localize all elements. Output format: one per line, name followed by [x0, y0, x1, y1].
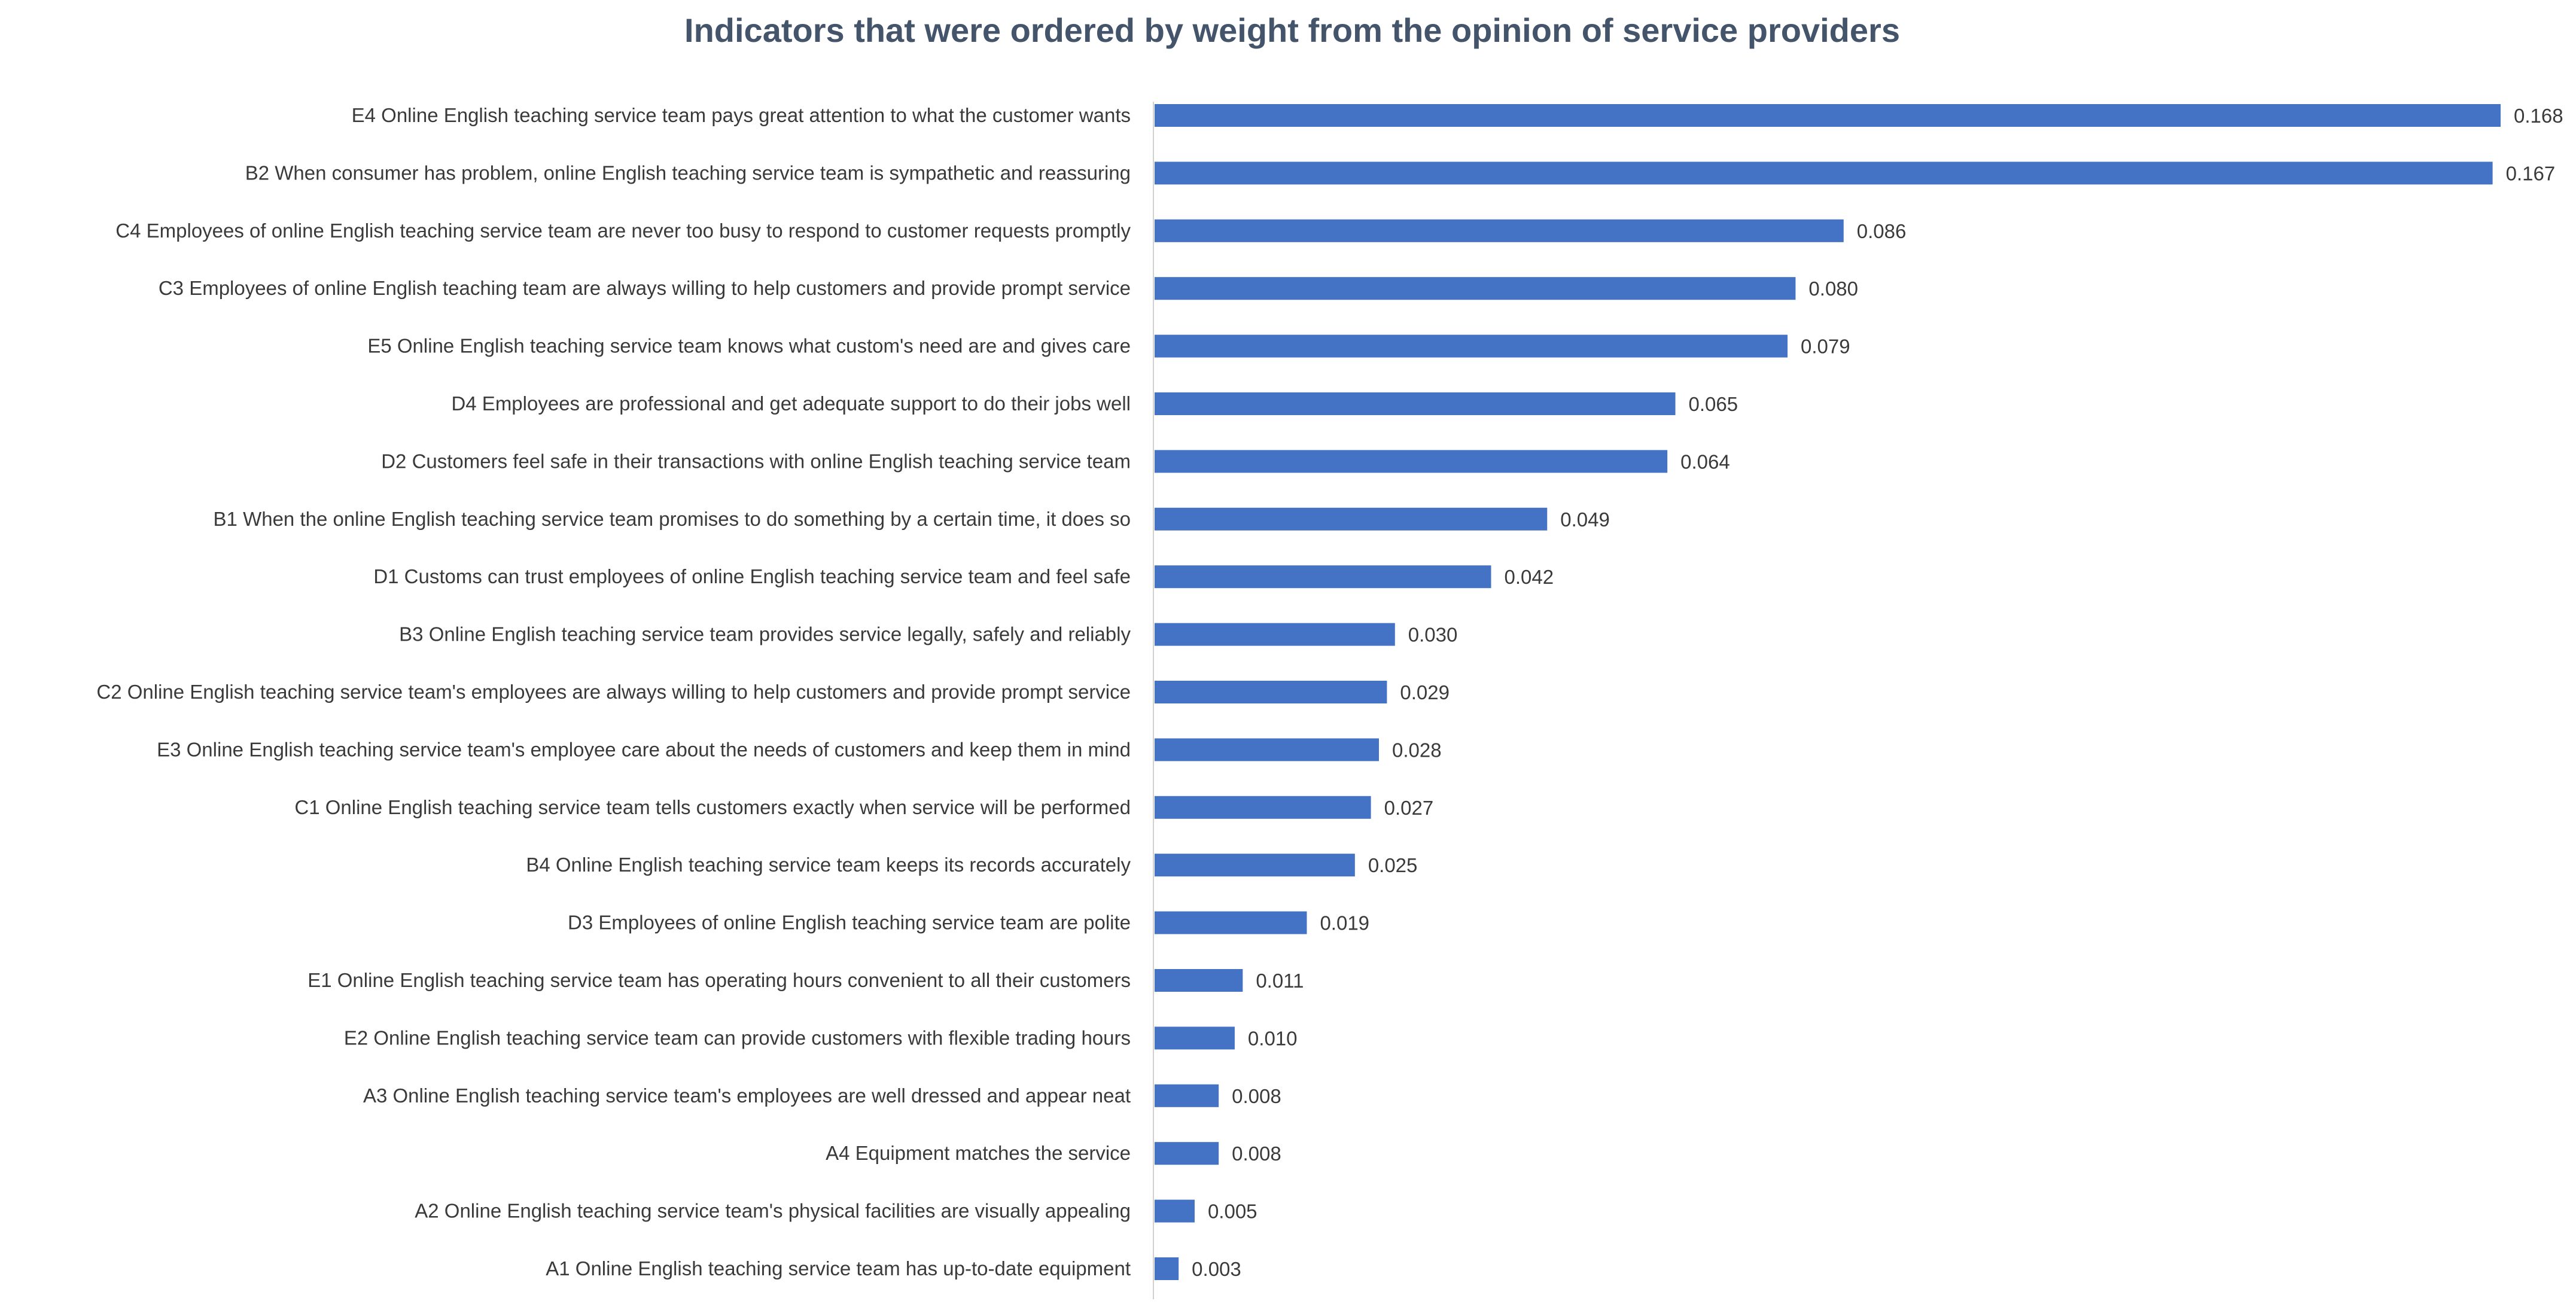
category-label: B1 When the online English teaching serv… [214, 508, 1131, 530]
bar [1155, 854, 1355, 877]
data-label: 0.065 [1689, 393, 1738, 415]
category-label: D3 Employees of online English teaching … [568, 912, 1131, 934]
category-label: A1 Online English teaching service team … [546, 1257, 1131, 1279]
data-label: 0.029 [1400, 681, 1450, 703]
data-label: 0.030 [1408, 624, 1458, 646]
data-label: 0.005 [1208, 1201, 1257, 1223]
data-label: 0.042 [1505, 566, 1554, 588]
bar [1155, 1142, 1219, 1165]
category-label: C2 Online English teaching service team'… [96, 681, 1131, 703]
bar [1155, 507, 1548, 531]
chart-title: Indicators that were ordered by weight f… [684, 11, 1900, 49]
bar [1155, 1084, 1219, 1107]
data-label: 0.079 [1801, 336, 1850, 358]
bar [1155, 1257, 1179, 1280]
bar [1155, 334, 1788, 358]
data-label: 0.168 [2514, 105, 2563, 127]
category-label: C4 Employees of online English teaching … [115, 220, 1131, 242]
bar [1155, 277, 1796, 300]
data-label: 0.008 [1232, 1143, 1281, 1165]
category-label: E5 Online English teaching service team … [367, 335, 1131, 357]
category-label: B2 When consumer has problem, online Eng… [245, 162, 1131, 184]
category-label: A3 Online English teaching service team'… [363, 1084, 1131, 1107]
bar [1155, 911, 1307, 934]
data-label: 0.028 [1392, 739, 1442, 761]
data-label: 0.049 [1560, 508, 1610, 531]
bar [1155, 796, 1371, 819]
category-label: A2 Online English teaching service team'… [415, 1200, 1131, 1222]
bar [1155, 104, 2501, 127]
category-label: A4 Equipment matches the service [826, 1142, 1131, 1164]
category-label: B3 Online English teaching service team … [399, 623, 1131, 645]
category-label: E1 Online English teaching service team … [307, 969, 1131, 991]
data-label: 0.011 [1256, 970, 1304, 992]
data-label: 0.167 [2506, 162, 2556, 184]
category-label: D1 Customs can trust employees of online… [373, 565, 1131, 587]
category-label: D2 Customers feel safe in their transact… [381, 450, 1131, 472]
data-label: 0.064 [1680, 450, 1730, 473]
data-label: 0.003 [1192, 1258, 1241, 1280]
data-label: 0.027 [1384, 797, 1434, 819]
bar [1155, 219, 1844, 242]
bar [1155, 681, 1387, 703]
bar [1155, 565, 1491, 589]
category-label: C3 Employees of online English teaching … [159, 277, 1131, 299]
data-label: 0.010 [1248, 1027, 1298, 1049]
bar [1155, 392, 1676, 415]
bar [1155, 969, 1243, 992]
bar-marks: E4 Online English teaching service team … [96, 104, 2563, 1280]
category-label: E4 Online English teaching service team … [352, 104, 1131, 126]
bar [1155, 162, 2493, 185]
category-label: E3 Online English teaching service team'… [157, 738, 1131, 760]
bar [1155, 623, 1395, 646]
category-label: D4 Employees are professional and get ad… [451, 392, 1131, 415]
bar [1155, 1026, 1235, 1050]
category-label: B4 Online English teaching service team … [526, 854, 1131, 876]
data-label: 0.080 [1808, 278, 1858, 300]
data-label: 0.086 [1857, 220, 1907, 242]
bar [1155, 450, 1668, 473]
data-label: 0.025 [1368, 854, 1418, 876]
bar [1155, 738, 1379, 761]
data-label: 0.008 [1232, 1085, 1281, 1107]
data-label: 0.019 [1320, 912, 1369, 934]
category-label: C1 Online English teaching service team … [294, 796, 1131, 818]
bar [1155, 1199, 1195, 1223]
category-label: E2 Online English teaching service team … [344, 1026, 1131, 1049]
